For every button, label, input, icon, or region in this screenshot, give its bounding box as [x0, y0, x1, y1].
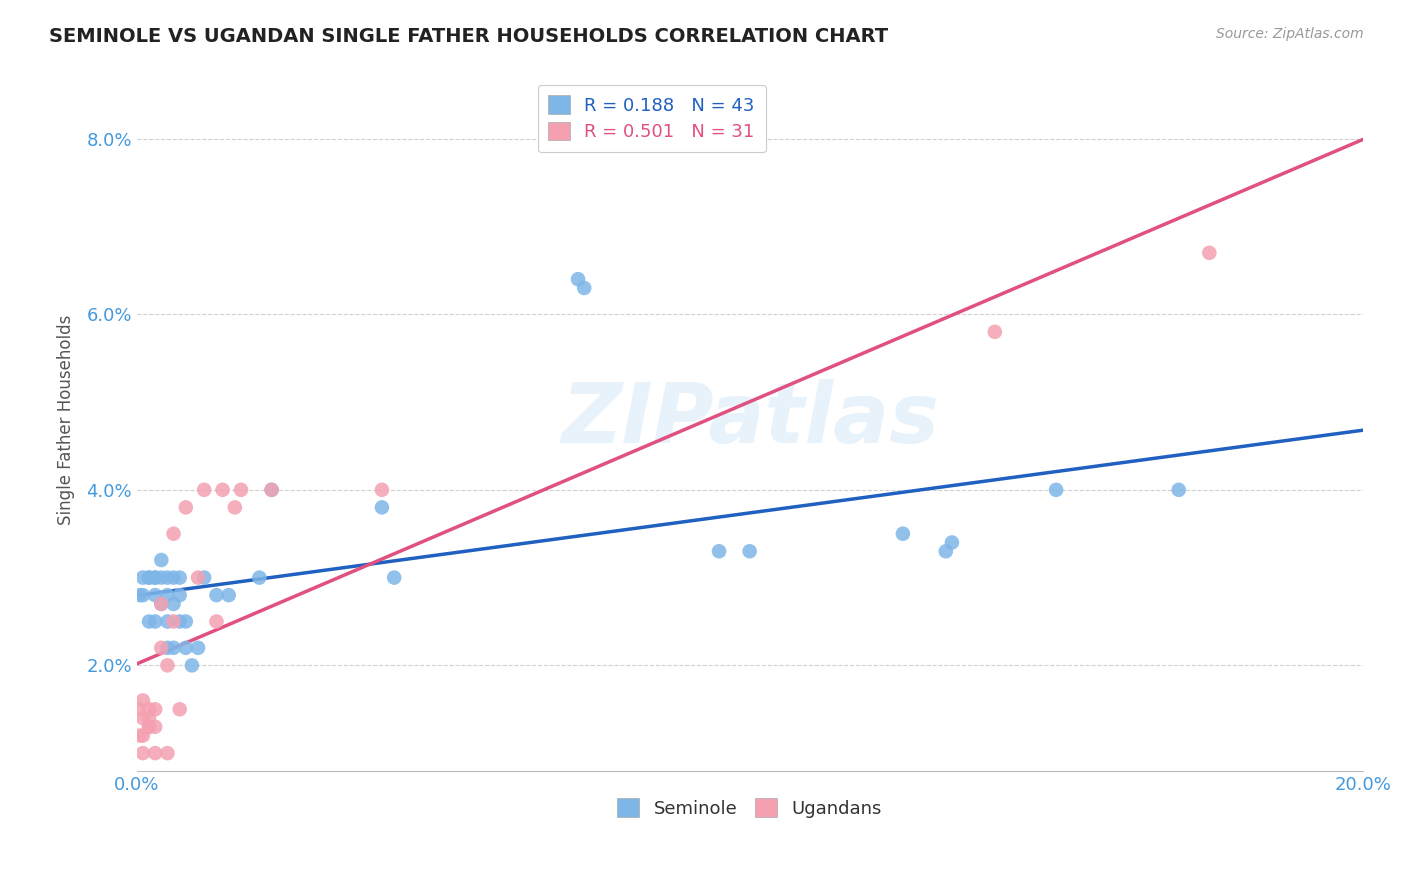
Point: [382, 571, 405, 585]
Point: [132, 588, 155, 602]
Point: [941, 535, 963, 549]
Point: [169, 702, 191, 716]
Point: [156, 588, 179, 602]
Point: [187, 571, 209, 585]
Point: [174, 640, 197, 655]
Point: [247, 571, 270, 585]
Point: [1045, 483, 1067, 497]
Point: [224, 500, 246, 515]
Point: [229, 483, 252, 497]
Point: [567, 272, 589, 286]
Point: [187, 640, 209, 655]
Point: [138, 571, 160, 585]
Point: [205, 588, 228, 602]
Point: [128, 702, 150, 716]
Text: Source: ZipAtlas.com: Source: ZipAtlas.com: [1216, 27, 1364, 41]
Point: [984, 325, 1007, 339]
Point: [169, 588, 191, 602]
Point: [1167, 483, 1189, 497]
Point: [156, 640, 179, 655]
Point: [162, 640, 184, 655]
Point: [132, 746, 155, 760]
Point: [707, 544, 730, 558]
Point: [181, 658, 204, 673]
Point: [156, 571, 179, 585]
Point: [211, 483, 233, 497]
Point: [143, 746, 166, 760]
Point: [162, 571, 184, 585]
Point: [156, 746, 179, 760]
Point: [132, 693, 155, 707]
Point: [150, 597, 173, 611]
Point: [143, 702, 166, 716]
Y-axis label: Single Father Households: Single Father Households: [58, 314, 75, 524]
Point: [891, 526, 914, 541]
Point: [371, 500, 394, 515]
Text: SEMINOLE VS UGANDAN SINGLE FATHER HOUSEHOLDS CORRELATION CHART: SEMINOLE VS UGANDAN SINGLE FATHER HOUSEH…: [49, 27, 889, 45]
Point: [162, 615, 184, 629]
Point: [132, 711, 155, 725]
Point: [138, 615, 160, 629]
Point: [156, 658, 179, 673]
Point: [738, 544, 761, 558]
Point: [150, 571, 173, 585]
Point: [138, 720, 160, 734]
Point: [218, 588, 240, 602]
Point: [162, 597, 184, 611]
Point: [169, 615, 191, 629]
Point: [260, 483, 283, 497]
Point: [193, 571, 215, 585]
Point: [371, 483, 394, 497]
Point: [205, 615, 228, 629]
Point: [138, 711, 160, 725]
Point: [156, 615, 179, 629]
Point: [143, 571, 166, 585]
Point: [143, 720, 166, 734]
Point: [143, 615, 166, 629]
Point: [150, 597, 173, 611]
Point: [162, 526, 184, 541]
Point: [138, 702, 160, 716]
Point: [572, 281, 595, 295]
Point: [193, 483, 215, 497]
Text: ZIPatlas: ZIPatlas: [561, 379, 939, 460]
Point: [935, 544, 957, 558]
Point: [138, 571, 160, 585]
Point: [150, 553, 173, 567]
Point: [150, 640, 173, 655]
Point: [143, 571, 166, 585]
Point: [128, 729, 150, 743]
Point: [143, 588, 166, 602]
Point: [138, 720, 160, 734]
Point: [174, 500, 197, 515]
Point: [260, 483, 283, 497]
Point: [132, 571, 155, 585]
Point: [174, 615, 197, 629]
Point: [169, 571, 191, 585]
Point: [1198, 245, 1220, 260]
Legend: Seminole, Ugandans: Seminole, Ugandans: [610, 791, 889, 825]
Point: [128, 588, 150, 602]
Point: [132, 729, 155, 743]
